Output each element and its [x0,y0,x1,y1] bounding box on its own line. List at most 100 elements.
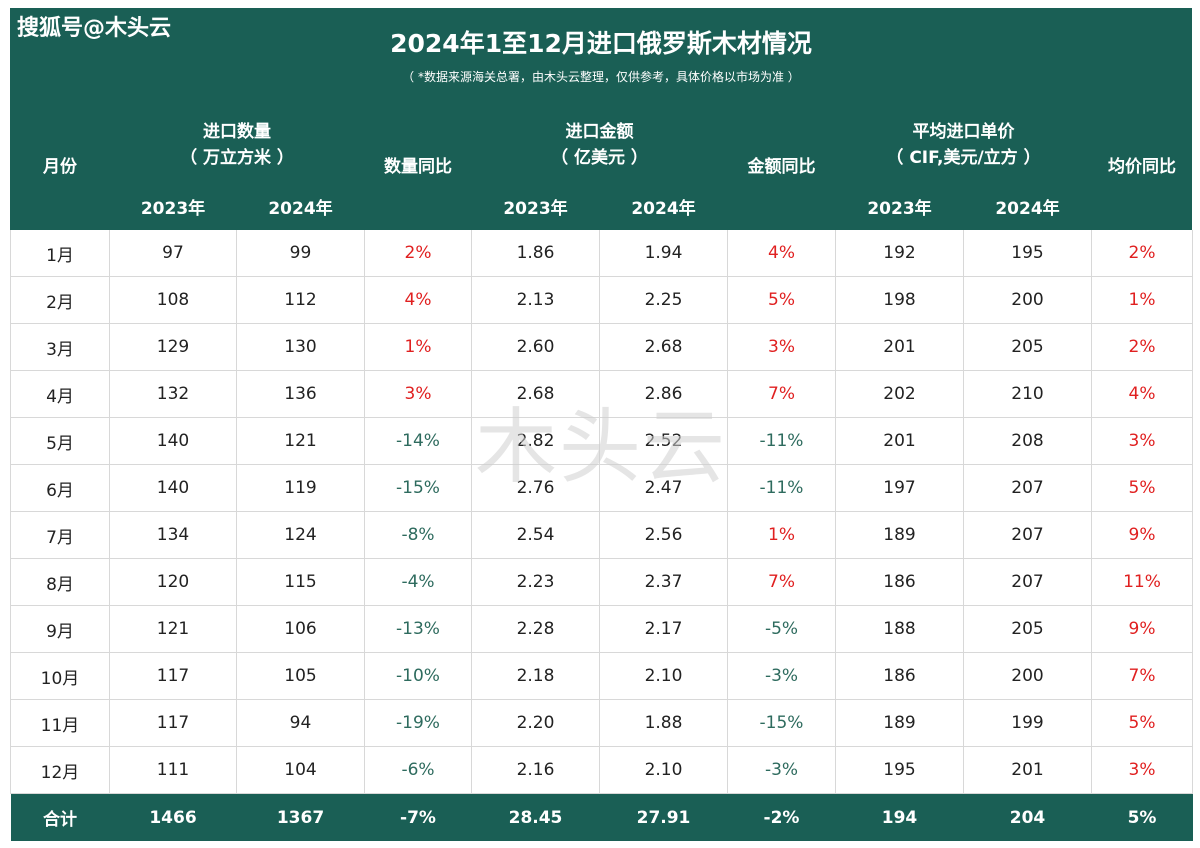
cell-qty-yoy: 1% [364,323,472,371]
col-price-title: 平均进口单价 [912,122,1015,142]
cell-price-yoy: 4% [1091,370,1193,418]
cell-amt-2024: 1.94 [599,230,728,277]
col-price-yoy: 均价同比 [1108,156,1176,177]
cell-amt-yoy: 7% [727,558,836,606]
cell-price-2023: 188 [835,605,964,653]
brand-label: 搜狐号@木头云 [17,16,172,41]
cell-price-yoy: 9% [1091,605,1193,653]
cell-amt-yoy: 5% [727,276,836,324]
cell-month: 1月 [10,230,110,277]
cell-qty-2024: 136 [236,370,365,418]
table-row: 3月 129 130 1% 2.60 2.68 3% 201 205 2% [10,323,1193,371]
cell-amt-2023: 2.76 [471,464,600,512]
col-amt-2023: 2023年 [503,198,568,219]
cell-price-2024: 208 [963,417,1092,465]
cell-amt-2023: 2.28 [471,605,600,653]
cell-price-2024: 201 [963,746,1092,794]
cell-price-2024: 207 [963,511,1092,559]
cell-price-2024: 205 [963,605,1092,653]
col-qty-yoy: 数量同比 [384,156,452,177]
cell-qty-2024: 121 [236,417,365,465]
cell-amt-2024: 2.17 [599,605,728,653]
table-row: 8月 120 115 -4% 2.23 2.37 7% 186 207 11% [10,558,1193,606]
cell-price-2023: 189 [835,511,964,559]
cell-amt-2024: 2.56 [599,511,728,559]
col-qty-2023: 2023年 [140,198,206,219]
cell-price-2023: 186 [835,652,964,700]
col-amt-unit: （ 亿美元 ） [551,148,648,168]
cell-qty-2023: 140 [109,417,237,465]
cell-qty-2024: 94 [236,699,365,747]
cell-qty-yoy: 2% [364,230,472,277]
cell-month: 12月 [10,746,110,794]
cell-qty-2024: 105 [236,652,365,700]
col-amt-group: 进口金额 （ 亿美元 ） [472,103,728,187]
col-price-2023: 2023年 [867,198,932,219]
cell-amt-2024: 2.52 [599,417,728,465]
total-qty-yoy: -7% [364,793,472,841]
cell-amt-2023: 2.16 [471,746,600,794]
cell-amt-2023: 2.13 [471,276,600,324]
cell-qty-yoy: -8% [364,511,472,559]
cell-qty-yoy: -10% [364,652,472,700]
import-table: 月份 进口数量 （ 万立方米 ） 数量同比 进口金额 （ 亿美元 ） 金额同比 平均… [10,103,1193,841]
cell-price-2024: 205 [963,323,1092,371]
cell-price-2024: 210 [963,370,1092,418]
cell-qty-2024: 119 [236,464,365,512]
cell-qty-2023: 111 [109,746,237,794]
cell-price-2023: 192 [835,230,964,277]
cell-amt-yoy: -15% [727,699,836,747]
cell-amt-2023: 2.68 [471,370,600,418]
col-amt-2024: 2024年 [631,198,696,219]
cell-qty-2024: 112 [236,276,365,324]
cell-amt-2023: 2.82 [471,417,600,465]
cell-price-yoy: 7% [1091,652,1193,700]
cell-qty-2024: 106 [236,605,365,653]
report-header: 搜狐号@木头云 2024年1至12月进口俄罗斯木材情况 （ *数据来源海关总署，… [10,8,1192,230]
cell-month: 5月 [10,417,110,465]
table-row: 10月 117 105 -10% 2.18 2.10 -3% 186 200 7% [10,652,1193,700]
table-row: 6月 140 119 -15% 2.76 2.47 -11% 197 207 5% [10,464,1193,512]
cell-qty-2023: 97 [109,230,237,277]
table-row: 11月 117 94 -19% 2.20 1.88 -15% 189 199 5% [10,699,1193,747]
cell-price-2023: 198 [835,276,964,324]
cell-amt-2024: 2.37 [599,558,728,606]
cell-amt-2024: 2.10 [599,746,728,794]
cell-price-2023: 195 [835,746,964,794]
cell-month: 3月 [10,323,110,371]
cell-month: 4月 [10,370,110,418]
total-price-2024: 204 [963,793,1092,841]
cell-month: 10月 [10,652,110,700]
cell-amt-2023: 1.86 [471,230,600,277]
col-price-group: 平均进口单价 （ CIF,美元/立方 ） [836,103,1092,187]
cell-price-2023: 201 [835,417,964,465]
cell-price-2023: 189 [835,699,964,747]
cell-price-2024: 207 [963,558,1092,606]
cell-price-yoy: 2% [1091,230,1193,277]
total-amt-yoy: -2% [727,793,836,841]
cell-amt-yoy: -5% [727,605,836,653]
table-row: 9月 121 106 -13% 2.28 2.17 -5% 188 205 9% [10,605,1193,653]
cell-qty-2023: 140 [109,464,237,512]
cell-qty-2024: 99 [236,230,365,277]
cell-amt-yoy: 4% [727,230,836,277]
cell-amt-yoy: -11% [727,464,836,512]
cell-price-yoy: 9% [1091,511,1193,559]
cell-month: 9月 [10,605,110,653]
cell-month: 2月 [10,276,110,324]
cell-amt-yoy: -3% [727,746,836,794]
cell-price-yoy: 5% [1091,699,1193,747]
cell-amt-2023: 2.60 [471,323,600,371]
cell-amt-yoy: 1% [727,511,836,559]
cell-amt-2024: 2.25 [599,276,728,324]
cell-amt-yoy: -3% [727,652,836,700]
table-row: 5月 140 121 -14% 2.82 2.52 -11% 201 208 3% [10,417,1193,465]
table-row: 4月 132 136 3% 2.68 2.86 7% 202 210 4% [10,370,1193,418]
total-label: 合计 [10,793,110,841]
cell-price-2023: 202 [835,370,964,418]
cell-qty-2023: 108 [109,276,237,324]
cell-price-2024: 199 [963,699,1092,747]
cell-amt-2023: 2.54 [471,511,600,559]
cell-qty-yoy: 3% [364,370,472,418]
cell-month: 8月 [10,558,110,606]
